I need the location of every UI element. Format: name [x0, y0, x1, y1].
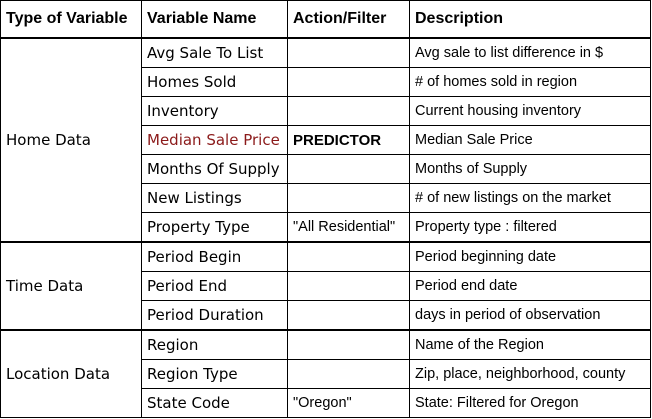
action-filter — [287, 96, 410, 126]
variable-name: New Listings — [141, 183, 288, 213]
table-row: Inventory Current housing inventory — [1, 96, 651, 126]
table-row: State Code "Oregon" State: Filtered for … — [1, 388, 651, 418]
description: Period end date — [409, 271, 651, 301]
action-filter — [287, 271, 410, 301]
table-row: Home Data Avg Sale To List Avg sale to l… — [0, 37, 651, 243]
table-row: Median Sale Price PREDICTOR Median Sale … — [1, 125, 651, 155]
action-filter — [287, 67, 410, 97]
description: # of homes sold in region — [409, 67, 651, 97]
description: State: Filtered for Oregon — [409, 388, 651, 418]
variable-name: Inventory — [141, 96, 288, 126]
variable-name: Homes Sold — [141, 67, 288, 97]
table-row: New Listings # of new listings on the ma… — [1, 183, 651, 213]
action-filter — [287, 154, 410, 184]
group-label-location-data: Location Data — [0, 329, 142, 418]
variable-name-predictor: Median Sale Price — [141, 125, 288, 155]
header-type-of-variable: Type of Variable — [0, 0, 142, 39]
table-row: Property Type "All Residential" Property… — [1, 212, 651, 243]
header-action-filter: Action/Filter — [287, 0, 410, 39]
description: Property type : filtered — [409, 212, 651, 243]
description: Median Sale Price — [409, 125, 651, 155]
variable-name: Region — [141, 329, 288, 360]
group-label-time-data: Time Data — [0, 241, 142, 331]
variable-name: Period End — [141, 271, 288, 301]
description: Zip, place, neighborhood, county — [409, 359, 651, 389]
action-filter: "All Residential" — [287, 212, 410, 243]
action-filter — [287, 329, 410, 360]
description: Months of Supply — [409, 154, 651, 184]
group-label-home-data: Home Data — [0, 37, 142, 243]
table-row: Period Duration days in period of observ… — [1, 300, 651, 331]
table-row: Location Data Region Name of the Region — [0, 329, 651, 418]
action-filter — [287, 241, 410, 272]
table-row: Months Of Supply Months of Supply — [1, 154, 651, 184]
description: days in period of observation — [409, 300, 651, 331]
table-row: Time Data Period Begin Period beginning … — [0, 241, 651, 331]
description: Name of the Region — [409, 329, 651, 360]
action-filter — [287, 183, 410, 213]
description: Current housing inventory — [409, 96, 651, 126]
variable-name: Period Duration — [141, 300, 288, 331]
action-filter: "Oregon" — [287, 388, 410, 418]
description: Avg sale to list difference in $ — [409, 37, 651, 68]
header-variable-name: Variable Name — [141, 0, 288, 39]
action-filter — [287, 300, 410, 331]
header-description: Description — [409, 0, 651, 39]
variable-name: Period Begin — [141, 241, 288, 272]
action-filter — [287, 359, 410, 389]
variable-name: Months Of Supply — [141, 154, 288, 184]
variable-name: Avg Sale To List — [141, 37, 288, 68]
action-filter — [287, 37, 410, 68]
header-row: Type of Variable Variable Name Action/Fi… — [0, 0, 651, 39]
variable-name: Property Type — [141, 212, 288, 243]
action-filter-predictor: PREDICTOR — [287, 125, 410, 155]
description: Period beginning date — [409, 241, 651, 272]
table-row: Period End Period end date — [1, 271, 651, 301]
variable-name: Region Type — [141, 359, 288, 389]
description: # of new listings on the market — [409, 183, 651, 213]
variable-name: State Code — [141, 388, 288, 418]
